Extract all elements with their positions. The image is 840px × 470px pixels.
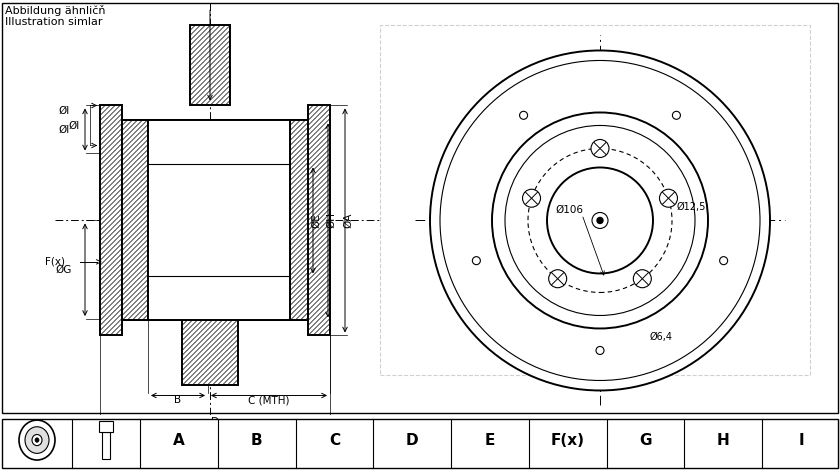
Text: ØI: ØI	[68, 120, 79, 131]
Circle shape	[592, 212, 608, 228]
Circle shape	[547, 167, 653, 274]
Text: C (MTH): C (MTH)	[249, 395, 290, 406]
Bar	[102, 432, 110, 459]
Text: B: B	[175, 395, 181, 406]
Circle shape	[440, 61, 760, 381]
Circle shape	[32, 434, 42, 446]
Bar	[380, 25, 810, 376]
Circle shape	[672, 111, 680, 119]
Circle shape	[19, 420, 55, 460]
Circle shape	[597, 218, 603, 223]
Circle shape	[659, 189, 678, 207]
Circle shape	[520, 111, 528, 119]
Bar	[99, 421, 113, 432]
Text: ØG: ØG	[55, 265, 71, 275]
Text: G: G	[639, 432, 652, 447]
Text: I: I	[798, 432, 804, 447]
Text: D: D	[406, 432, 418, 447]
Circle shape	[492, 112, 708, 329]
Circle shape	[633, 270, 651, 288]
Text: A: A	[173, 432, 185, 447]
Text: ØI: ØI	[58, 125, 69, 134]
Text: Illustration simlar: Illustration simlar	[5, 17, 102, 27]
Text: E: E	[485, 432, 496, 447]
Circle shape	[596, 346, 604, 354]
Bar	[190, 25, 230, 105]
Circle shape	[472, 257, 480, 265]
Text: ØE: ØE	[311, 213, 321, 228]
Circle shape	[591, 140, 609, 157]
Circle shape	[35, 438, 39, 442]
Bar	[100, 105, 122, 336]
Circle shape	[720, 257, 727, 265]
Text: D: D	[211, 417, 219, 428]
Text: Ø106: Ø106	[555, 204, 583, 214]
Text: ØA: ØA	[343, 213, 353, 228]
Text: F(x): F(x)	[45, 257, 65, 267]
Text: ØH: ØH	[326, 212, 336, 228]
Text: H: H	[717, 432, 730, 447]
Bar	[122, 120, 148, 321]
Bar	[182, 321, 238, 385]
Text: Ate: Ate	[526, 250, 624, 301]
Text: Abbildung ähnličň: Abbildung ähnličň	[5, 6, 106, 16]
Text: Ø6,4: Ø6,4	[650, 332, 673, 343]
Circle shape	[549, 270, 567, 288]
Bar	[308, 105, 330, 336]
Bar	[122, 120, 308, 321]
Circle shape	[505, 125, 695, 315]
Text: F(x): F(x)	[551, 432, 585, 447]
Text: ØI: ØI	[58, 105, 69, 116]
Text: Ø12,5: Ø12,5	[677, 203, 706, 212]
Text: B: B	[251, 432, 262, 447]
Text: C: C	[329, 432, 340, 447]
Bar	[2, 419, 838, 468]
Bar	[148, 120, 290, 321]
Circle shape	[522, 189, 540, 207]
Bar	[290, 120, 308, 321]
Circle shape	[25, 427, 49, 454]
Circle shape	[430, 50, 770, 391]
Text: ®: ®	[638, 277, 648, 288]
